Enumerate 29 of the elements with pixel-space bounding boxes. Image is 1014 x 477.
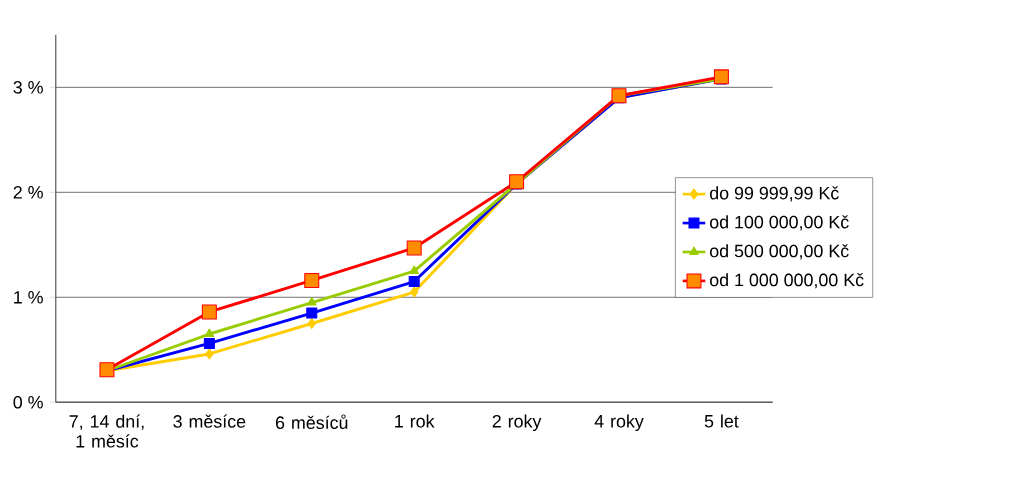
- point: [406, 240, 422, 256]
- legend-label: do 99 999,99 Kč: [709, 186, 839, 202]
- x-tick-label: 5 let: [704, 414, 739, 428]
- x-tick-label: 2 roky: [492, 414, 542, 432]
- legend-label: od 1 000 000,00 Kč: [709, 273, 864, 289]
- point: [203, 337, 215, 349]
- y-tick-label: 3 %: [13, 81, 43, 94]
- legend-label: od 100 000,00 Kč: [709, 215, 849, 231]
- y-tick-label: 0 %: [13, 395, 43, 409]
- point: [509, 174, 525, 190]
- point: [307, 318, 317, 330]
- x-tick-label: 7, 14 dní, 1 měsíc: [69, 414, 144, 448]
- x-tick-label: 3 měsíce: [173, 414, 246, 428]
- point: [408, 276, 420, 288]
- point: [713, 69, 729, 85]
- x-tick-label: 6 měsíců: [275, 414, 348, 430]
- point: [306, 297, 317, 306]
- y-tick-label: 2 %: [13, 186, 43, 199]
- legend-label: od 500 000,00 Kč: [709, 244, 849, 260]
- point: [409, 265, 420, 275]
- point: [306, 307, 318, 319]
- point: [205, 348, 214, 360]
- point: [611, 88, 627, 104]
- y-tick-label: 1 %: [14, 291, 43, 304]
- point: [201, 304, 217, 320]
- point: [409, 286, 419, 298]
- point: [304, 273, 320, 289]
- x-tick-label: 4 roky: [594, 414, 644, 432]
- x-tick-label: 1 rok: [395, 414, 435, 428]
